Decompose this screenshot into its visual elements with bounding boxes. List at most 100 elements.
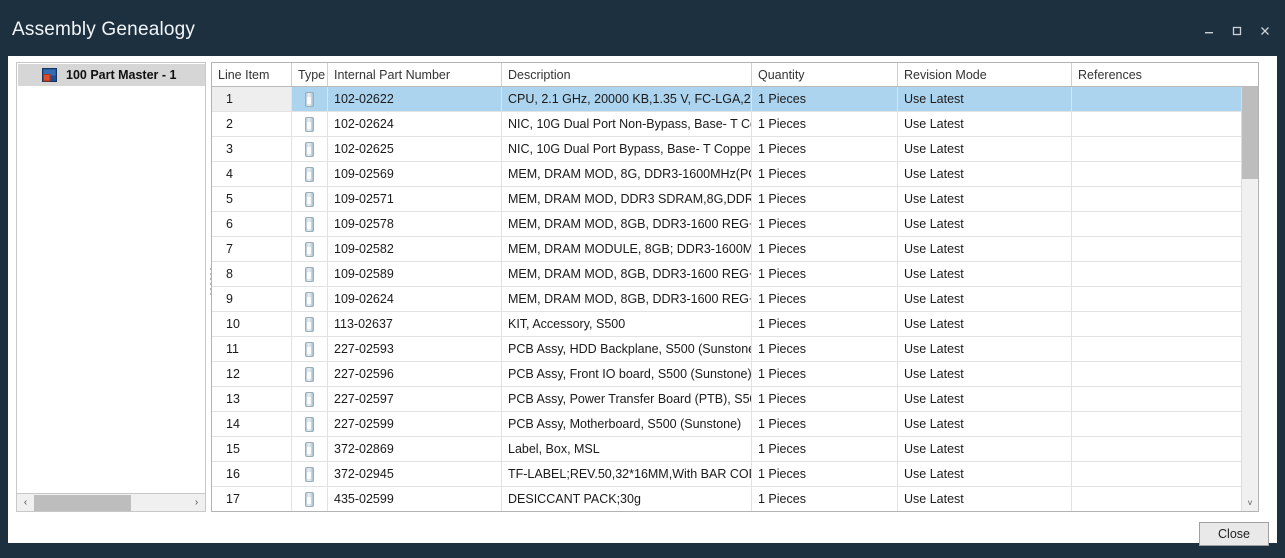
scroll-right-icon[interactable]: › [194,497,199,508]
cell-internal-part-number[interactable]: 113-02637 [328,312,502,336]
cell-quantity[interactable]: 1 Pieces [752,212,898,236]
cell-type[interactable] [292,112,328,136]
cell-references[interactable] [1072,87,1243,111]
cell-references[interactable] [1072,437,1243,461]
table-row[interactable]: 9 109-02624 MEM, DRAM MOD, 8GB, DDR3-1600 … [212,287,1258,312]
hscroll-thumb[interactable] [34,494,132,511]
cell-quantity[interactable]: 1 Pieces [752,387,898,411]
cell-references[interactable] [1072,337,1243,361]
cell-quantity[interactable]: 1 Pieces [752,262,898,286]
cell-references[interactable] [1072,487,1243,511]
cell-description[interactable]: NIC, 10G Dual Port Non-Bypass, Base- T C… [502,112,752,136]
table-row[interactable]: 3 102-02625 NIC, 10G Dual Port Bypass, Bas… [212,137,1258,162]
column-header-type[interactable]: Type [292,63,328,86]
table-row[interactable]: 6 109-02578 MEM, DRAM MOD, 8GB, DDR3-1600 … [212,212,1258,237]
cell-references[interactable] [1072,212,1243,236]
cell-line-item[interactable]: 8 [212,262,292,286]
column-header-quantity[interactable]: Quantity [752,63,898,86]
table-row[interactable]: 7 109-02582 MEM, DRAM MODULE, 8GB; DDR3-16… [212,237,1258,262]
cell-quantity[interactable]: 1 Pieces [752,462,898,486]
cell-line-item[interactable]: 4 [212,162,292,186]
cell-description[interactable]: CPU, 2.1 GHz, 20000 KB,1.35 V, FC-LGA,20… [502,87,752,111]
cell-description[interactable]: MEM, DRAM MOD, 8GB, DDR3-1600 REG+… [502,212,752,236]
cell-references[interactable] [1072,462,1243,486]
cell-description[interactable]: Label, Box, MSL [502,437,752,461]
column-header-description[interactable]: Description [502,63,752,86]
cell-quantity[interactable]: 1 Pieces [752,112,898,136]
cell-quantity[interactable]: 1 Pieces [752,362,898,386]
cell-internal-part-number[interactable]: 227-02593 [328,337,502,361]
cell-type[interactable] [292,162,328,186]
cell-quantity[interactable]: 1 Pieces [752,437,898,461]
cell-references[interactable] [1072,162,1243,186]
scroll-left-icon[interactable]: ‹ [23,497,28,508]
cell-quantity[interactable]: 1 Pieces [752,337,898,361]
cell-quantity[interactable]: 1 Pieces [752,187,898,211]
cell-revision-mode[interactable]: Use Latest [898,187,1072,211]
cell-line-item[interactable]: 11 [212,337,292,361]
cell-revision-mode[interactable]: Use Latest [898,487,1072,511]
tree-item-part-master[interactable]: 100 Part Master - 1 [18,64,205,86]
cell-revision-mode[interactable]: Use Latest [898,162,1072,186]
cell-revision-mode[interactable]: Use Latest [898,412,1072,436]
cell-references[interactable] [1072,362,1243,386]
cell-internal-part-number[interactable]: 109-02571 [328,187,502,211]
cell-description[interactable]: MEM, DRAM MODULE, 8GB; DDR3-1600M… [502,237,752,261]
cell-internal-part-number[interactable]: 109-02589 [328,262,502,286]
cell-internal-part-number[interactable]: 109-02624 [328,287,502,311]
grid-vertical-scrollbar[interactable]: ˄ ˅ [1241,87,1258,511]
cell-revision-mode[interactable]: Use Latest [898,387,1072,411]
cell-description[interactable]: PCB Assy, Power Transfer Board (PTB), S5… [502,387,752,411]
cell-type[interactable] [292,137,328,161]
table-row[interactable]: 1 102-02622 CPU, 2.1 GHz, 20000 KB,1.35 V,… [212,87,1258,112]
scroll-down-icon[interactable]: ˅ [1247,497,1253,508]
cell-description[interactable]: MEM, DRAM MOD, DDR3 SDRAM,8G,DDR3… [502,187,752,211]
table-row[interactable]: 12 227-02596 PCB Assy, Front IO board, S50… [212,362,1258,387]
cell-line-item[interactable]: 7 [212,237,292,261]
cell-description[interactable]: MEM, DRAM MOD, 8G, DDR3-1600MHz(PC… [502,162,752,186]
cell-revision-mode[interactable]: Use Latest [898,362,1072,386]
cell-line-item[interactable]: 13 [212,387,292,411]
cell-internal-part-number[interactable]: 227-02597 [328,387,502,411]
close-button[interactable]: Close [1199,522,1269,546]
column-header-references[interactable]: References [1078,67,1142,82]
table-row[interactable]: 17 435-02599 DESICCANT PACK;30g 1 Pieces Use… [212,487,1258,511]
cell-line-item[interactable]: 3 [212,137,292,161]
cell-line-item[interactable]: 10 [212,312,292,336]
cell-internal-part-number[interactable]: 227-02599 [328,412,502,436]
cell-references[interactable] [1072,312,1243,336]
cell-references[interactable] [1072,287,1243,311]
cell-type[interactable] [292,337,328,361]
cell-type[interactable] [292,212,328,236]
cell-internal-part-number[interactable]: 435-02599 [328,487,502,511]
cell-quantity[interactable]: 1 Pieces [752,87,898,111]
cell-references[interactable] [1072,262,1243,286]
cell-description[interactable]: MEM, DRAM MOD, 8GB, DDR3-1600 REG+… [502,262,752,286]
cell-type[interactable] [292,287,328,311]
vscroll-thumb[interactable] [1242,87,1258,179]
cell-type[interactable] [292,312,328,336]
table-row[interactable]: 16 372-02945 TF-LABEL;REV.50,32*16MM,With … [212,462,1258,487]
cell-revision-mode[interactable]: Use Latest [898,287,1072,311]
cell-quantity[interactable]: 1 Pieces [752,137,898,161]
cell-line-item[interactable]: 6 [212,212,292,236]
hscroll-track[interactable] [34,494,188,511]
cell-quantity[interactable]: 1 Pieces [752,487,898,511]
cell-description[interactable]: PCB Assy, Front IO board, S500 (Sunstone… [502,362,752,386]
cell-type[interactable] [292,262,328,286]
cell-references[interactable] [1072,412,1243,436]
cell-quantity[interactable]: 1 Pieces [752,287,898,311]
table-row[interactable]: 2 102-02624 NIC, 10G Dual Port Non-Bypass,… [212,112,1258,137]
cell-type[interactable] [292,412,328,436]
table-row[interactable]: 15 372-02869 Label, Box, MSL 1 Pieces Use La… [212,437,1258,462]
cell-quantity[interactable]: 1 Pieces [752,312,898,336]
cell-internal-part-number[interactable]: 227-02596 [328,362,502,386]
cell-type[interactable] [292,187,328,211]
cell-references[interactable] [1072,237,1243,261]
table-row[interactable]: 8 109-02589 MEM, DRAM MOD, 8GB, DDR3-1600 … [212,262,1258,287]
cell-description[interactable]: PCB Assy, Motherboard, S500 (Sunstone) [502,412,752,436]
cell-line-item[interactable]: 1 [212,87,292,111]
cell-quantity[interactable]: 1 Pieces [752,237,898,261]
maximize-icon[interactable] [1223,20,1251,42]
cell-quantity[interactable]: 1 Pieces [752,412,898,436]
